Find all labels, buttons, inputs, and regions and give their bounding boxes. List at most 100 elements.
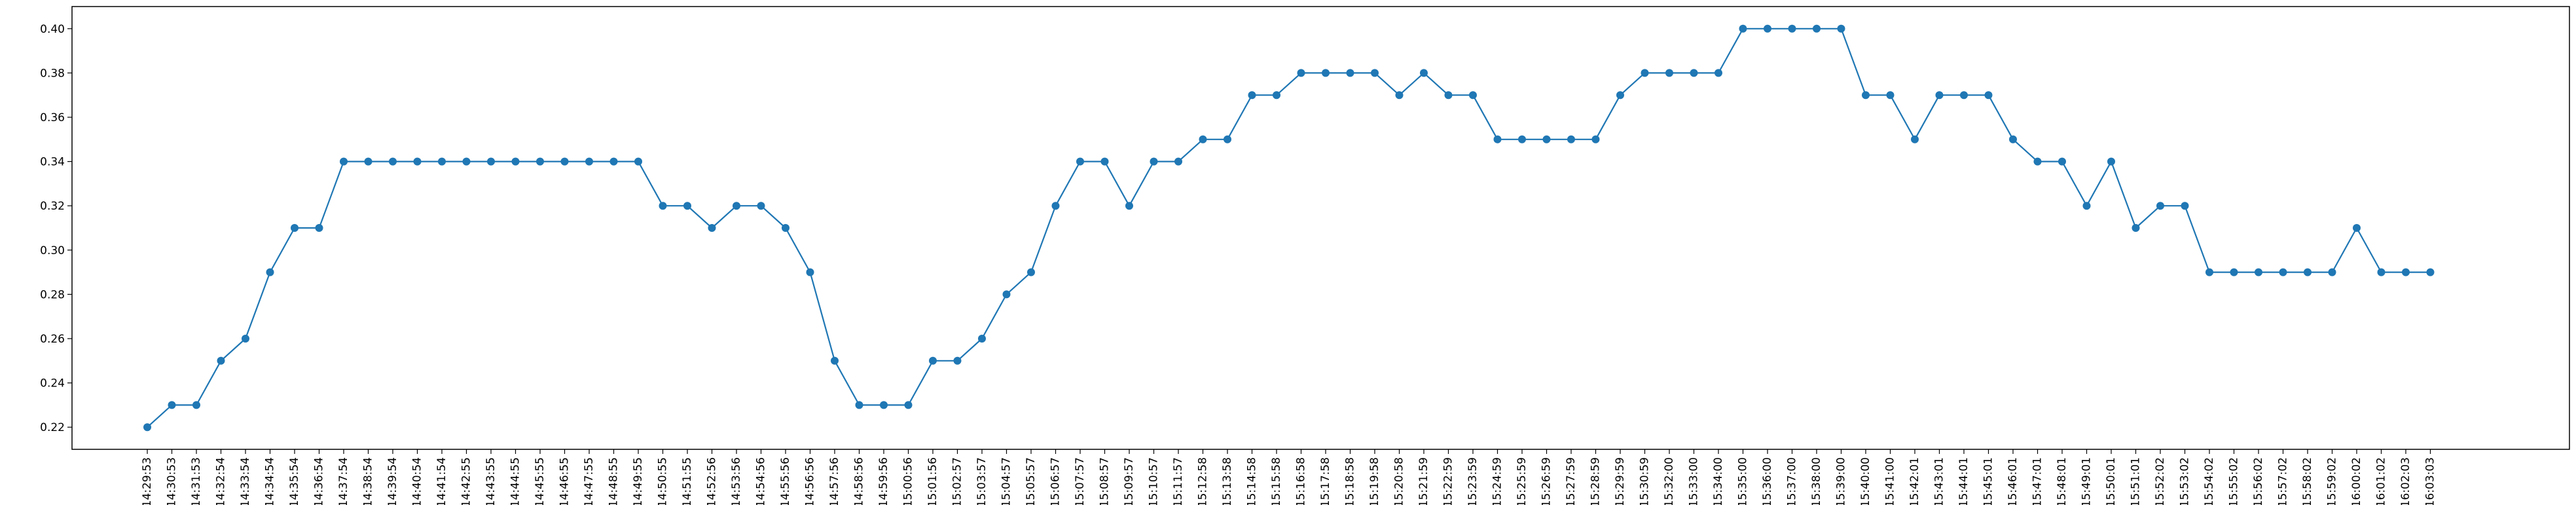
x-tick-label: 15:32:00 [1663,457,1676,505]
data-point [782,224,789,232]
x-tick-label: 14:50:55 [657,457,670,505]
x-tick-label: 14:39:54 [386,457,399,505]
data-point [560,157,569,166]
x-tick-label: 15:08:57 [1098,457,1112,505]
data-point [708,224,716,232]
data-point [1076,157,1084,166]
data-point [2132,224,2140,232]
x-tick-label: 15:27:59 [1565,457,1578,505]
data-point [291,224,299,232]
data-point [2009,135,2017,143]
y-tick-label: 0.40 [40,23,65,36]
data-point [2328,268,2336,276]
y-tick-label: 0.38 [40,67,65,80]
data-point [462,157,471,166]
x-tick-label: 15:46:01 [2006,457,2020,505]
x-tick-label: 14:37:54 [337,457,350,505]
y-tick-label: 0.22 [40,421,65,434]
x-tick-label: 15:43:01 [1933,457,1946,505]
x-tick-label: 14:56:56 [804,457,817,505]
data-point [1051,202,1060,210]
x-tick-label: 15:24:59 [1491,457,1504,505]
x-tick-label: 15:14:58 [1246,457,1259,505]
x-tick-label: 14:46:55 [558,457,571,505]
data-point [831,356,839,365]
data-point [2353,224,2361,232]
x-tick-label: 14:48:55 [608,457,621,505]
data-point [1616,91,1624,100]
x-tick-label: 14:55:56 [779,457,792,505]
data-point [757,202,765,210]
data-point [143,423,151,432]
y-tick-label: 0.34 [40,156,65,169]
data-point [1150,157,1158,166]
data-point [1837,24,1845,33]
data-point [953,356,962,365]
x-tick-label: 15:28:59 [1589,457,1603,505]
x-tick-label: 15:35:00 [1737,457,1750,505]
data-point [1862,91,1870,100]
data-point [1199,135,1207,143]
data-point [192,401,200,409]
data-point [2033,157,2042,166]
data-point [1346,69,1354,77]
data-point [2058,157,2066,166]
data-point [1886,91,1895,100]
x-tick-label: 14:45:55 [534,457,547,505]
data-point [1100,157,1109,166]
x-tick-label: 14:38:54 [362,457,375,505]
x-tick-label: 15:03:57 [975,457,989,505]
x-tick-label: 15:02:57 [951,457,964,505]
data-point [2304,268,2312,276]
data-point [929,356,937,365]
x-tick-label: 14:31:53 [190,457,203,505]
x-tick-label: 14:57:56 [828,457,841,505]
x-tick-label: 15:29:59 [1614,457,1627,505]
data-point [1027,268,1035,276]
data-point [438,157,446,166]
x-tick-label: 15:20:58 [1393,457,1406,505]
x-tick-label: 15:53:02 [2179,457,2192,505]
data-point [2082,202,2091,210]
data-point [978,335,986,343]
x-tick-label: 15:26:59 [1540,457,1553,505]
data-point [1567,135,1575,143]
data-point [2255,268,2262,276]
data-point [1420,69,1428,77]
x-tick-label: 14:42:55 [460,457,473,505]
x-tick-label: 15:39:00 [1835,457,1848,505]
data-point [2402,268,2410,276]
data-point [1444,91,1453,100]
x-tick-label: 14:30:53 [166,457,179,505]
data-point [1911,135,1919,143]
series-group [143,24,2435,432]
x-tick-label: 14:54:56 [755,457,768,505]
data-point [2426,268,2435,276]
x-tick-label: 16:00:02 [2350,457,2363,505]
x-tick-label: 14:36:54 [313,457,326,505]
data-point [1542,135,1551,143]
data-point [1935,91,1944,100]
x-tick-label: 14:59:56 [877,457,890,505]
data-point [585,157,593,166]
data-point [1739,24,1747,33]
data-point [536,157,544,166]
x-tick-label: 14:29:53 [141,457,154,505]
data-point [1224,135,1231,143]
data-point [904,401,913,409]
data-point [1322,69,1330,77]
x-tick-label: 16:01:02 [2375,457,2388,505]
data-point [340,157,348,166]
x-tick-label: 15:36:00 [1761,457,1774,505]
x-tick-label: 14:32:54 [215,457,228,505]
x-tick-label: 15:09:57 [1123,457,1136,505]
x-tick-label: 14:53:56 [730,457,743,505]
x-tick-label: 15:18:58 [1344,457,1357,505]
x-tick-label: 15:10:57 [1148,457,1161,505]
x-tick-label: 15:47:01 [2031,457,2044,505]
data-point [511,157,520,166]
data-point [1960,91,1968,100]
data-point [733,202,740,210]
x-tick-label: 14:43:55 [484,457,498,505]
x-tick-label: 15:34:00 [1712,457,1725,505]
